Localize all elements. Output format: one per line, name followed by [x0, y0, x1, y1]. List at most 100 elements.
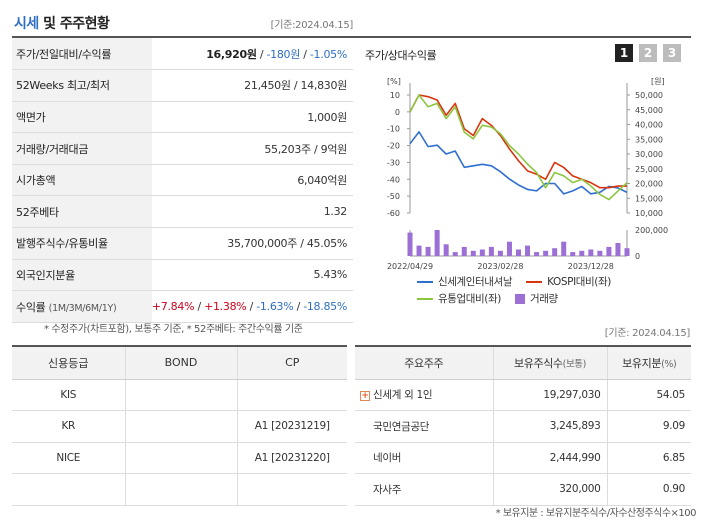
volume-bar: [434, 230, 440, 256]
chart-tab-3[interactable]: 3: [663, 44, 681, 62]
return-1m: +7.84%: [151, 300, 195, 314]
table-row: 액면가 1,000원: [12, 101, 353, 134]
legend-item: KOSPI대비(좌): [526, 274, 611, 289]
volume-bar: [452, 252, 458, 256]
volume-bar: [470, 250, 476, 256]
holder-shares: 320,000: [492, 473, 607, 506]
right-tick-label: 35,000: [635, 135, 663, 144]
return-periods: (1M/3M/6M/1Y): [48, 302, 117, 314]
holder-shares: 3,245,893: [492, 410, 607, 443]
x-tick-label: 2023/02/28: [477, 262, 523, 271]
base-date-2: [기준: 2024.04.15]: [604, 328, 691, 339]
row-value: 6,040억원: [151, 164, 353, 197]
x-tick-label: 2022/04/29: [387, 262, 433, 271]
bond-rating: [124, 379, 237, 411]
right-tick-label: 10,000: [635, 209, 663, 218]
row-value: 35,700,000주 / 45.05%: [151, 227, 353, 260]
table-row: [12, 473, 347, 506]
row-value: 1.32: [151, 195, 353, 229]
chart-tab-1[interactable]: 1: [615, 44, 633, 62]
table-row: 시가총액 6,040억원: [12, 164, 353, 197]
left-tick-label: -60: [387, 209, 400, 218]
table-header-row: 주요주주 보유주식수(보통) 보유지분(%): [355, 345, 691, 380]
return-1y: -18.85%: [303, 300, 347, 314]
column-header: 주요주주: [355, 345, 493, 380]
series-line: [409, 94, 628, 201]
section-title: 시세 및 주주현황: [14, 13, 110, 33]
price-change: -180원: [266, 47, 301, 61]
row-value: 55,203주 / 9억원: [151, 132, 353, 165]
table-row: KR A1 [20231219]: [12, 410, 347, 443]
right-tick-label: 50,000: [635, 91, 663, 100]
left-tick-label: -20: [387, 142, 400, 151]
pct-unit: (%): [661, 358, 677, 370]
volume-bar: [615, 243, 621, 256]
holders-footnote: * 보유지분 : 보유지분주식수/자수산정주식수×100: [495, 508, 697, 519]
volume-bar: [597, 250, 603, 256]
table-row: 국민연금공단 3,245,893 9.09: [355, 410, 691, 443]
volume-bar: [461, 246, 467, 256]
volume-tick-label: 200,000: [635, 226, 668, 235]
chart-tab-2[interactable]: 2: [639, 44, 657, 62]
left-tick-label: 0: [395, 108, 400, 117]
row-label: 거래량/거래대금: [12, 132, 152, 165]
column-header: 보유주식수(보통): [492, 345, 607, 380]
volume-bar: [579, 250, 585, 256]
left-tick-label: 10: [390, 91, 400, 100]
shares-header: 보유주식수: [514, 356, 563, 370]
agency-name: KR: [12, 410, 125, 443]
right-tick-label: 20,000: [635, 180, 663, 189]
holder-pct: 0.90: [606, 473, 691, 506]
cp-rating: [236, 379, 347, 411]
volume-bar: [416, 245, 422, 256]
volume-tick-label: 0: [635, 252, 640, 261]
agency-name: KIS: [12, 379, 125, 411]
series-line: [409, 131, 628, 195]
chart-legend: 신세계인터내셔날 KOSPI대비(좌) 유통업대비(좌) 거래량: [417, 274, 677, 306]
table-row: 발행주식수/유통비율 35,700,000주 / 45.05%: [12, 227, 353, 260]
column-header: BOND: [124, 345, 237, 380]
volume-bar: [624, 248, 630, 256]
return-label: 수익률: [16, 300, 46, 314]
right-tick-label: 40,000: [635, 121, 663, 130]
volume-bar: [525, 245, 531, 256]
volume-bar: [516, 249, 521, 256]
row-label: 시가총액: [12, 164, 152, 197]
current-price: 16,920원: [206, 47, 257, 61]
row-value: 5.43%: [151, 259, 353, 292]
row-label: 52Weeks 최고/최저: [12, 69, 152, 102]
table-row: 52주베타 1.32: [12, 195, 353, 229]
table-row: 52Weeks 최고/최저 21,450원 / 14,830원: [12, 69, 353, 102]
table-row: 외국인지분율 5.43%: [12, 259, 353, 292]
price-info-table: 주가/전일대비/수익률 16,920원 / -180원 / -1.05% 52W…: [12, 38, 353, 323]
price-rate: -1.05%: [309, 47, 347, 61]
legend-swatch: [526, 280, 543, 283]
left-tick-label: -50: [387, 192, 400, 201]
return-3m: +1.38%: [204, 300, 247, 314]
volume-bar: [506, 241, 512, 256]
table-row: + 신세계 외 1인 19,297,030 54.05: [355, 379, 691, 411]
volume-bar: [570, 252, 576, 256]
chart-title: 주가/상대수익률: [365, 49, 437, 62]
table-row: NICE A1 [20231220]: [12, 442, 347, 474]
left-unit-label: [%]: [387, 77, 401, 86]
row-value: 1,000원: [151, 101, 353, 134]
stock-chart-panel: [%] [원] 10 0 -10 -20 -30 -40 -50 -60 50,000 45,000 4…: [361, 38, 691, 314]
price-values: 16,920원 / -180원 / -1.05%: [151, 38, 353, 71]
table-header-row: 신용등급 BOND CP: [12, 345, 347, 380]
row-label: 발행주식수/유통비율: [12, 227, 152, 260]
expand-plus-icon[interactable]: +: [360, 390, 370, 401]
return-values: +7.84% / +1.38% / -1.63% / -18.85%: [151, 290, 353, 323]
right-tick-label: 30,000: [635, 150, 663, 159]
holder-name: 신세계 외 1인: [373, 389, 433, 402]
right-unit-label: [원]: [651, 77, 665, 86]
bond-rating: [124, 473, 237, 506]
legend-label: 유통업대비(좌): [438, 293, 501, 305]
legend-swatch: [514, 293, 525, 304]
legend-item: 거래량: [514, 291, 558, 306]
agency-name: [12, 473, 125, 506]
right-tick-label: 25,000: [635, 165, 663, 174]
row-label: 액면가: [12, 101, 152, 134]
return-6m: -1.63%: [256, 300, 294, 314]
holder-name: 국민연금공단: [355, 410, 493, 443]
